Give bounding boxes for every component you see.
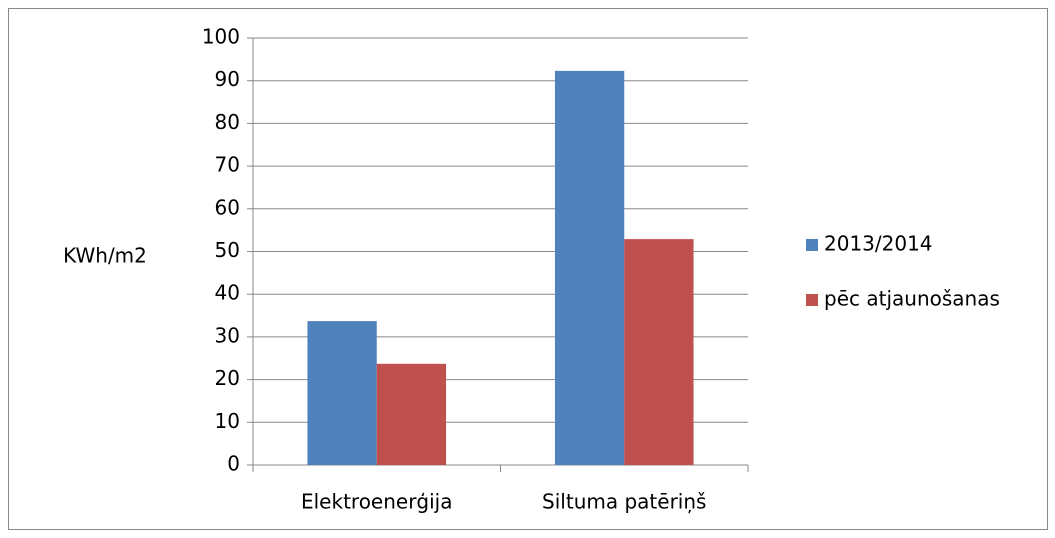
y-tick-label: 40 <box>215 281 240 305</box>
chart-border <box>8 8 1048 530</box>
y-tick-label: 30 <box>215 323 240 347</box>
legend-label: pēc atjaunošanas <box>824 287 1000 311</box>
y-tick-label: 90 <box>215 67 240 91</box>
x-tick-label: Elektroenerģija <box>301 490 453 514</box>
y-tick-label: 60 <box>215 195 240 219</box>
y-tick-label: 50 <box>215 238 240 262</box>
y-axis-label: KWh/m2 <box>63 244 147 268</box>
bar <box>307 321 377 465</box>
bar <box>624 239 694 465</box>
x-tick-label: Siltuma patēriņš <box>542 490 706 514</box>
y-tick-label: 20 <box>215 366 240 390</box>
bar <box>554 70 625 465</box>
legend-swatch <box>806 239 818 251</box>
bar <box>376 363 447 465</box>
legend-swatch <box>806 294 818 306</box>
legend-label: 2013/2014 <box>824 232 933 256</box>
y-tick-label: 70 <box>215 153 240 177</box>
y-tick-label: 0 <box>227 452 240 476</box>
y-tick-label: 80 <box>215 110 240 134</box>
y-tick-label: 10 <box>215 409 240 433</box>
y-tick-label: 100 <box>202 25 240 49</box>
